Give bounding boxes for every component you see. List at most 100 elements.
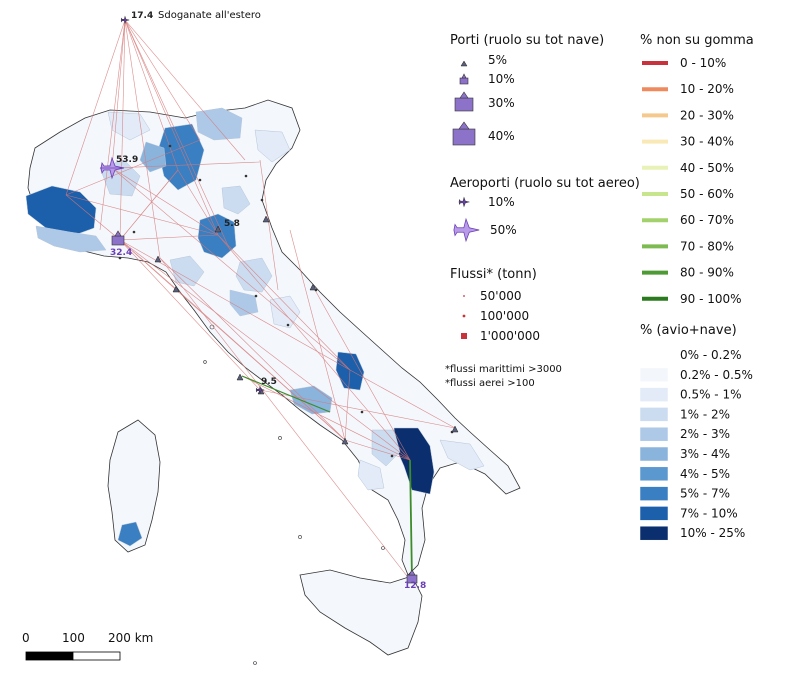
- port-icon: [172, 285, 180, 293]
- sicily: [299, 569, 423, 656]
- legend-item: 5%: [488, 53, 507, 67]
- island: [278, 436, 282, 440]
- province: [254, 129, 291, 163]
- port-large: [111, 225, 418, 584]
- port-icon: [111, 230, 125, 246]
- flow-lines-green: [241, 375, 413, 581]
- legend-item: 1'000'000: [480, 329, 540, 343]
- airplane-icon: [458, 196, 470, 208]
- legend-item: 10%: [488, 72, 515, 86]
- legend-item: 1% - 2%: [680, 407, 730, 421]
- legend-item: 7% - 10%: [680, 506, 738, 520]
- value-label: 5.8: [224, 219, 240, 229]
- legend-item: 40%: [488, 129, 515, 143]
- scale-segment: [25, 651, 74, 661]
- legend-item: 80 - 90%: [680, 266, 734, 280]
- legend-note: *flussi aerei >100: [445, 378, 535, 389]
- legend-swatch: [639, 347, 669, 363]
- legend-share-title: % (avio+nave): [640, 323, 737, 338]
- island: [298, 535, 302, 539]
- scale-label: 0: [22, 631, 30, 645]
- scale-label: 100: [62, 631, 85, 645]
- legend-ports: Porti (ruolo su tot nave) 5% 10% 30% 40%: [450, 33, 604, 146]
- legend-item: 50 - 60%: [680, 187, 734, 201]
- flow-symbol: [463, 295, 465, 297]
- legend-item: 20 - 30%: [680, 108, 734, 122]
- province: [439, 439, 485, 471]
- airport-symbols: [100, 15, 265, 395]
- port-icon: [452, 121, 476, 146]
- legend-nongomma: % non su gomma 0 - 10% 10 - 20% 20 - 30% 30…: [640, 33, 754, 306]
- legend-swatch: [639, 506, 669, 521]
- airplane-icon: [453, 217, 480, 243]
- scale-segment: [72, 651, 121, 661]
- port-icon: [262, 215, 270, 223]
- legend-swatch: [639, 387, 669, 402]
- legend-item: 90 - 100%: [680, 292, 742, 306]
- legend-item: 10%: [488, 195, 515, 209]
- legend-item: 50'000: [480, 289, 521, 303]
- island: [381, 546, 385, 550]
- port-symbols: [154, 215, 459, 445]
- legend-item: 5% - 7%: [680, 487, 730, 501]
- scale-bar: 0 100 200 km: [22, 631, 153, 661]
- province: [35, 225, 107, 253]
- province: [229, 289, 259, 317]
- flow-symbol: [462, 314, 466, 318]
- legend-item: 3% - 4%: [680, 447, 730, 461]
- legend-item: 70 - 80%: [680, 239, 734, 253]
- port-icon: [459, 73, 469, 85]
- legend-share: % (avio+nave) 0% - 0.2% 0.2% - 0.5% 0.5% -…: [639, 323, 753, 541]
- legend-swatch: [639, 426, 669, 442]
- legend-item: 60 - 70%: [680, 213, 734, 227]
- legend-swatch: [639, 525, 669, 541]
- legend-airports-title: Aeroporti (ruolo su tot aereo): [450, 176, 640, 191]
- port-icon: [460, 60, 468, 67]
- port-icon: [454, 91, 474, 112]
- port-icon: [309, 283, 317, 291]
- legend-item: 2% - 3%: [680, 427, 730, 441]
- legend-nongomma-title: % non su gomma: [640, 33, 754, 48]
- map-value-labels: 17.4 Sdoganate all'estero 53.9 5.8 32.4 …: [110, 10, 426, 591]
- legend-item: 50%: [490, 223, 517, 237]
- province: [221, 185, 251, 215]
- map-points: [118, 144, 454, 458]
- province: [357, 459, 385, 491]
- abroad-value: 17.4: [131, 11, 153, 21]
- airplane-icon: [255, 385, 265, 395]
- legend-note: *flussi marittimi >3000: [445, 364, 562, 375]
- port-icon: [214, 225, 222, 233]
- legend-swatch: [639, 486, 669, 501]
- value-label: 9.5: [261, 377, 277, 387]
- port-icon: [451, 425, 459, 433]
- airplane-icon: [120, 15, 130, 25]
- scale-label: 200 km: [108, 631, 153, 645]
- province: [269, 295, 301, 329]
- legend-item: 100'000: [480, 309, 529, 323]
- legend-item: 10 - 20%: [680, 82, 734, 96]
- value-label: 53.9: [116, 155, 138, 165]
- legend-item: 0 - 10%: [680, 56, 726, 70]
- legend-flows: Flussi* (tonn) 50'000 100'000 1'000'000 …: [445, 267, 562, 389]
- port-icon: [236, 373, 244, 381]
- legend-airports: Aeroporti (ruolo su tot aereo) 10% 50%: [450, 176, 640, 243]
- legend-swatch: [639, 407, 669, 422]
- value-label: 12.8: [404, 581, 426, 591]
- abroad-label: Sdoganate all'estero: [158, 10, 261, 21]
- flow-symbol: [461, 333, 467, 339]
- legend-item: 0.2% - 0.5%: [680, 368, 753, 382]
- value-label: 32.4: [110, 248, 132, 258]
- province: [117, 521, 143, 547]
- province-shading: [25, 107, 485, 547]
- port-icon: [406, 569, 418, 584]
- province: [169, 255, 205, 287]
- province: [197, 213, 237, 259]
- sardinia: [107, 419, 161, 553]
- legend-swatch: [639, 466, 669, 482]
- legend-item: 0.5% - 1%: [680, 388, 741, 402]
- legend-swatch: [639, 367, 669, 383]
- legend-item: 30%: [488, 96, 515, 110]
- port-icon: [154, 255, 162, 263]
- island: [253, 661, 257, 665]
